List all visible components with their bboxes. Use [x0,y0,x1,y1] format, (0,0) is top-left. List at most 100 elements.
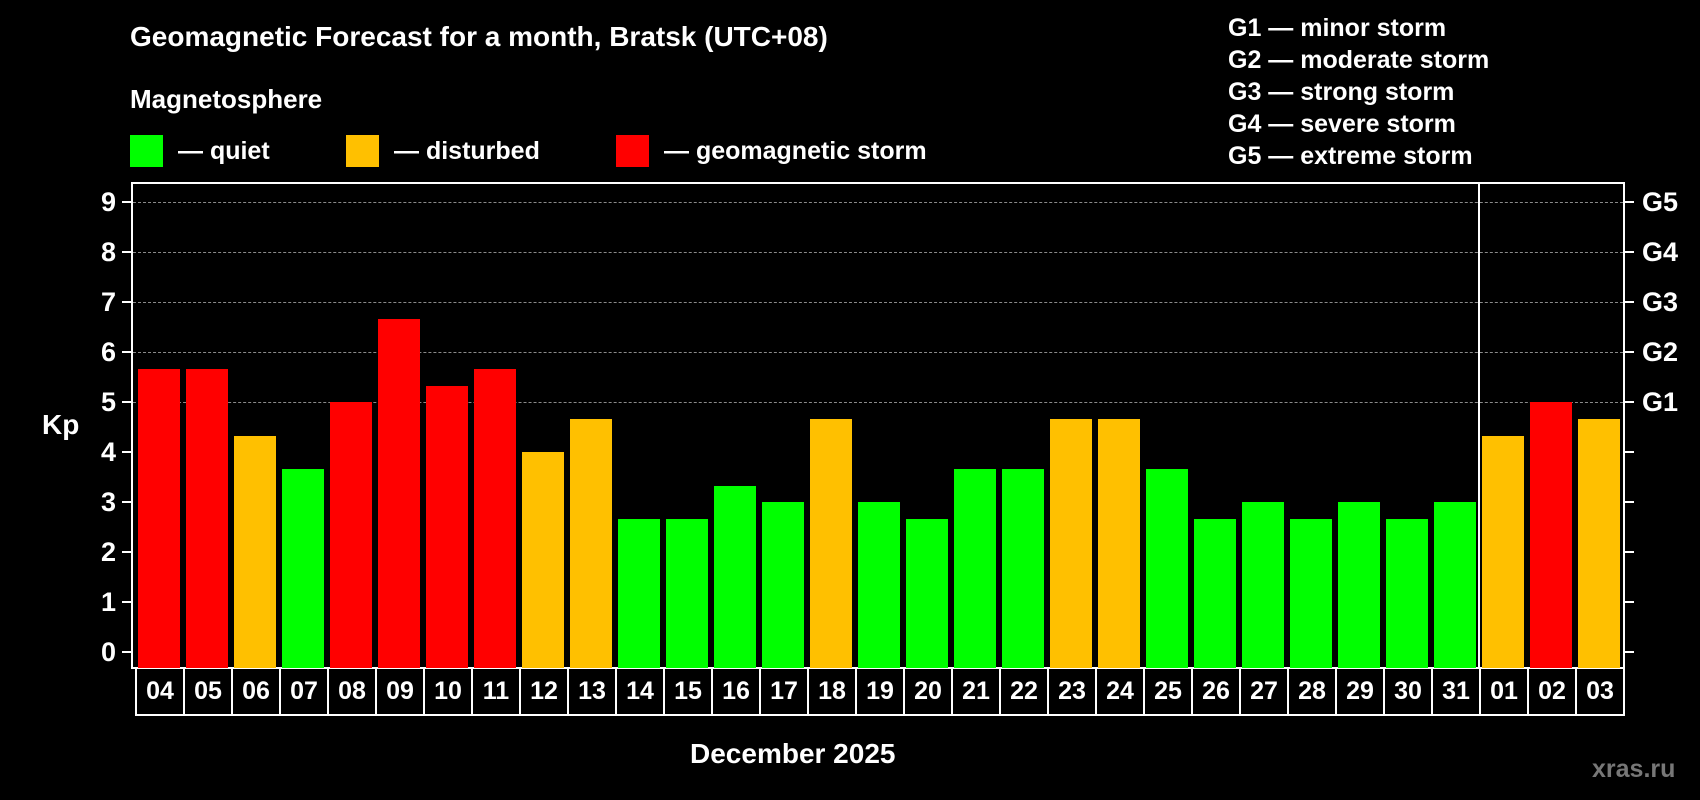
bar-disturbed [1098,419,1140,668]
y-tick-right [1625,451,1634,453]
date-label: 16 [713,669,761,714]
bar-disturbed [1482,436,1524,668]
y-tick-right [1625,551,1634,553]
date-label: 11 [473,669,521,714]
legend-label: — geomagnetic storm [664,137,927,165]
y-tick-left [122,251,131,253]
date-label: 15 [665,669,713,714]
y-tick-label: 9 [100,187,116,217]
bar-disturbed [234,436,276,668]
bar-quiet [1290,519,1332,668]
bar-quiet [618,519,660,668]
g-scale-label: G5 [1642,187,1679,217]
y-tick-right [1625,251,1634,253]
date-label: 28 [1289,669,1337,714]
y-tick-left [122,651,131,653]
y-tick-label: 5 [100,387,116,417]
bar-storm [186,369,228,668]
date-label: 20 [905,669,953,714]
bar-storm [330,402,372,668]
y-tick-label: 2 [100,537,116,567]
watermark: xras.ru [1592,755,1676,783]
date-label: 25 [1145,669,1193,714]
y-tick-right [1625,301,1634,303]
g-legend-row: G5 — extreme storm [1228,142,1473,170]
bar-quiet [1338,502,1380,668]
date-label: 12 [521,669,569,714]
date-label: 17 [761,669,809,714]
y-tick-label: 4 [100,437,116,467]
date-label: 23 [1049,669,1097,714]
date-label: 09 [377,669,425,714]
legend-item-quiet: — quiet [130,135,270,167]
chart-subtitle: Magnetosphere [130,84,323,114]
gridline [133,252,1623,253]
date-axis: 04 05 06 07 08 09 10 11 12 13 14 15 16 17 18 19 20 21 22 23… [135,669,1625,716]
gridline [133,302,1623,303]
bar-quiet [858,502,900,668]
g-legend-row: G2 — moderate storm [1228,46,1490,74]
date-label: 10 [425,669,473,714]
bar-storm [474,369,516,668]
chart-title: Geomagnetic Forecast for a month, Bratsk… [130,21,828,52]
g-legend-row: G3 — strong storm [1228,78,1455,106]
date-label: 02 [1529,669,1577,714]
gridline [133,202,1623,203]
legend-label: — quiet [178,137,270,165]
bar-storm [378,319,420,668]
date-label: 21 [953,669,1001,714]
x-axis-label: December 2025 [690,738,896,769]
y-tick-right [1625,351,1634,353]
y-tick-right [1625,501,1634,503]
g-scale-label: G2 [1642,337,1679,367]
bar-quiet [1146,469,1188,668]
date-label: 29 [1337,669,1385,714]
date-label: 01 [1481,669,1529,714]
y-tick-left [122,501,131,503]
quiet-swatch-icon [130,135,163,167]
legend-item-disturbed: — disturbed [346,135,540,167]
bar-storm [138,369,180,668]
y-tick-left [122,201,131,203]
y-tick-label: 7 [100,287,116,317]
g-legend-row: G1 — minor storm [1228,14,1447,42]
y-tick-right [1625,651,1634,653]
storm-swatch-icon [616,135,649,167]
date-label: 26 [1193,669,1241,714]
bar-quiet [1002,469,1044,668]
date-label: 05 [185,669,233,714]
bar-quiet [1194,519,1236,668]
g-legend-row: G4 — severe storm [1228,110,1456,138]
date-label: 08 [329,669,377,714]
date-label: 03 [1586,677,1614,705]
y-tick-label: 3 [100,487,116,517]
date-label: 22 [1001,669,1049,714]
bar-quiet [1242,502,1284,668]
y-tick-left [122,301,131,303]
y-tick-left [122,401,131,403]
date-label: 30 [1385,669,1433,714]
bar-quiet [282,469,324,668]
date-label: 31 [1433,669,1481,714]
date-label: 14 [617,669,665,714]
y-tick-label: 1 [100,587,116,617]
g-scale-label: G4 [1642,237,1679,267]
bar-storm [426,386,468,668]
y-tick-label: 0 [100,637,116,667]
g-scale-label: G3 [1642,287,1679,317]
y-tick-label: 6 [100,337,116,367]
gridline [133,402,1623,403]
bar-quiet [714,486,756,668]
y-tick-right [1625,201,1634,203]
gridline [133,352,1623,353]
bar-quiet [1386,519,1428,668]
bar-quiet [906,519,948,668]
bar-disturbed [810,419,852,668]
date-label: 07 [281,669,329,714]
bar-quiet [666,519,708,668]
date-label: 13 [569,669,617,714]
g-scale-legend: G1 — minor storm G2 — moderate storm G3 … [1228,12,1489,172]
y-tick-left [122,601,131,603]
bar-quiet [1434,502,1476,668]
y-tick-right [1625,601,1634,603]
